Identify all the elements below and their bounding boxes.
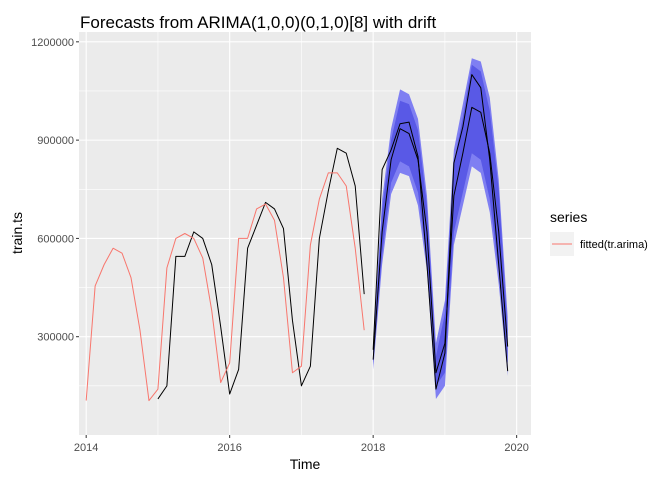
x-tick-label: 2014 [74,442,98,454]
y-tick-label: 900000 [37,135,74,147]
y-tick-label: 1200000 [31,37,74,49]
y-axis: 300000 600000 900000 1200000 [31,37,79,344]
series-line [372,74,509,390]
y-tick-label: 600000 [37,233,74,245]
x-axis: 2014 2016 2018 2020 [74,435,529,454]
y-tick-label: 300000 [37,332,74,344]
x-tick-label: 2018 [361,442,385,454]
legend: series fitted(tr.arima) [550,209,648,256]
series-line [157,147,365,400]
x-tick-label: 2020 [504,442,528,454]
legend-label: fitted(tr.arima) [580,239,648,251]
plot-panel [79,32,531,435]
interval-bands [373,58,508,399]
chart-title: Forecasts from ARIMA(1,0,0)(0,1,0)[8] wi… [80,13,436,32]
interval-band [373,64,508,386]
x-tick-label: 2016 [217,442,241,454]
series-line [85,172,365,402]
x-axis-title: Time [290,456,321,472]
series-line [372,106,509,374]
y-axis-title: train.ts [9,212,25,254]
series-lines [85,74,509,402]
legend-title: series [550,209,587,225]
